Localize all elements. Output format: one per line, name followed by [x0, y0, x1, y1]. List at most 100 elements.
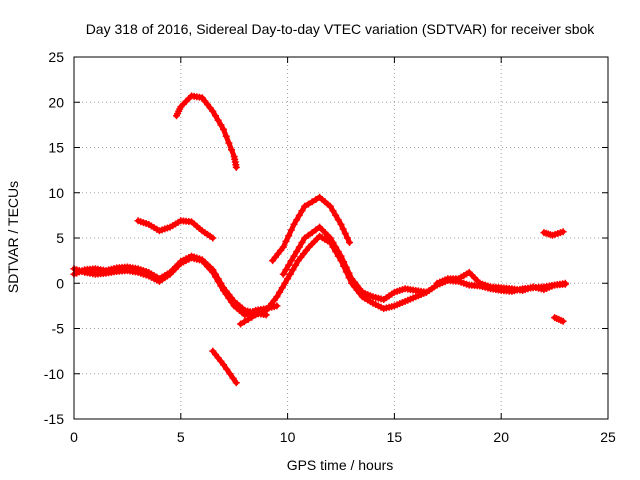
data-point-marker — [223, 365, 231, 373]
data-point-marker — [284, 275, 292, 283]
data-point-marker — [332, 243, 340, 251]
data-point-marker — [226, 370, 234, 378]
data-point-marker — [345, 269, 353, 277]
y-tick-label: -15 — [44, 411, 64, 427]
data-point-marker — [281, 279, 289, 287]
data-point-marker — [295, 211, 303, 219]
grid-lines — [74, 57, 608, 419]
data-point-marker — [341, 230, 349, 237]
y-tick-label: 25 — [48, 49, 64, 65]
y-tick-label: 10 — [48, 185, 64, 201]
x-tick-label: 20 — [493, 429, 509, 445]
data-point-marker — [279, 270, 287, 278]
data-point-marker — [285, 261, 293, 269]
data-point-marker — [237, 320, 245, 328]
data-point-marker — [343, 234, 351, 242]
data-point-marker — [232, 379, 240, 387]
data-point-marker — [334, 216, 342, 224]
y-tick-label: 0 — [56, 275, 64, 291]
data-point-marker — [229, 374, 237, 382]
data-point-marker — [559, 317, 567, 325]
data-point-marker — [326, 202, 334, 210]
data-point-marker — [298, 207, 306, 215]
data-point-marker — [312, 196, 320, 203]
data-point-marker — [308, 229, 316, 237]
data-point-marker — [304, 200, 312, 208]
data-point-marker — [273, 302, 281, 310]
series-arc-j — [540, 228, 567, 239]
data-point-marker — [340, 258, 348, 266]
data-point-marker — [293, 216, 301, 224]
x-tick-label: 0 — [70, 429, 78, 445]
y-tick-label: 5 — [56, 230, 64, 246]
trace-band — [174, 93, 239, 170]
series-arc-d — [134, 217, 217, 242]
trace-band — [238, 233, 568, 327]
data-point-marker — [209, 266, 217, 274]
data-point-marker — [304, 231, 312, 239]
data-point-marker — [334, 248, 342, 256]
series-arc-c — [173, 92, 240, 171]
data-point-marker — [248, 313, 256, 321]
series-arc-e — [209, 347, 240, 387]
data-point-marker — [339, 225, 347, 233]
y-tick-labels: -15 -10 -5 0 5 10 15 20 25 — [44, 49, 64, 427]
series-arc-h — [279, 223, 430, 303]
data-point-marker — [292, 261, 300, 269]
series-arc-k — [551, 314, 567, 325]
data-point-marker — [285, 232, 293, 240]
data-point-marker — [214, 275, 222, 283]
data-point-marker — [561, 279, 569, 287]
data-point-marker — [212, 112, 219, 120]
series-arc-f — [237, 232, 569, 328]
data-point-marker — [293, 248, 301, 256]
y-tick-label: -10 — [44, 366, 64, 382]
data-point-marker — [287, 257, 295, 265]
data-point-marker — [228, 146, 235, 154]
data-point-marker — [301, 234, 309, 242]
data-point-marker — [273, 293, 281, 301]
data-point-marker — [422, 288, 430, 296]
tick-marks — [73, 56, 609, 420]
y-tick-label: -5 — [52, 321, 65, 337]
data-point-marker — [312, 226, 320, 234]
data-point-marker — [286, 270, 294, 278]
data-point-marker — [222, 132, 230, 140]
x-axis-label: GPS time / hours — [287, 457, 394, 473]
data-point-marker — [559, 228, 567, 236]
data-point-marker — [217, 121, 225, 129]
x-tick-label: 5 — [177, 429, 185, 445]
chart-title: Day 318 of 2016, Sidereal Day-to-day VTE… — [86, 21, 596, 37]
data-point-marker — [276, 288, 284, 296]
data-point-marker — [220, 125, 227, 133]
data-point-marker — [217, 279, 225, 287]
y-tick-label: 20 — [48, 94, 64, 110]
x-tick-labels: 0 5 10 15 20 25 — [70, 429, 616, 445]
data-point-marker — [308, 198, 316, 206]
data-point-marker — [209, 107, 217, 115]
x-tick-label: 10 — [280, 429, 296, 445]
data-point-marker — [329, 239, 337, 246]
data-point-marker — [337, 220, 345, 228]
y-tick-label: 15 — [48, 140, 64, 156]
x-tick-label: 15 — [387, 429, 403, 445]
data-point-marker — [298, 239, 306, 246]
data-point-marker — [289, 266, 297, 274]
y-axis-label: SDTVAR / TECUs — [5, 181, 21, 293]
data-point-marker — [282, 237, 290, 245]
data-point-marker — [295, 243, 303, 251]
series-arc-i — [433, 268, 569, 294]
data-traces — [70, 92, 569, 387]
data-point-marker — [287, 226, 295, 234]
data-point-marker — [244, 316, 252, 323]
data-point-marker — [301, 202, 309, 210]
data-point-marker — [346, 239, 353, 246]
data-point-marker — [225, 139, 233, 147]
data-point-marker — [240, 318, 248, 326]
data-point-marker — [278, 284, 286, 292]
data-point-marker — [290, 220, 298, 228]
data-point-marker — [329, 207, 337, 215]
data-point-marker — [220, 361, 227, 369]
data-point-marker — [290, 252, 298, 260]
